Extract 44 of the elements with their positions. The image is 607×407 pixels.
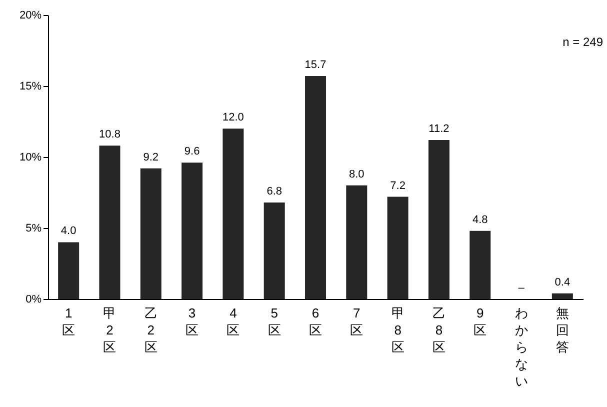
data-label: 6.8 (266, 185, 282, 198)
x-tick-label: わからない (514, 306, 528, 388)
data-label: 0.4 (554, 276, 570, 288)
bar (305, 76, 326, 299)
bar (140, 168, 162, 299)
x-tick-label: 1区 (62, 306, 76, 338)
bar (387, 196, 408, 299)
data-label: 12.0 (222, 112, 244, 124)
data-label: – (518, 282, 526, 294)
annotation: n = 249 (562, 35, 604, 49)
y-tick-label: 0% (26, 294, 42, 306)
x-tick-label: 7区 (350, 306, 364, 338)
bar (182, 162, 203, 299)
bar (222, 128, 244, 299)
data-label: 11.2 (428, 122, 450, 135)
bar (346, 185, 368, 299)
x-tick-label: 乙2区 (144, 306, 158, 354)
data-label: 10.8 (99, 128, 120, 141)
x-tick-label: 3区 (186, 306, 199, 338)
y-tick-label: 10% (19, 152, 42, 164)
data-label: 4.8 (472, 214, 488, 226)
x-tick-label: 6区 (309, 306, 322, 338)
x-tick-label: 5区 (268, 306, 281, 338)
y-tick-label: 5% (26, 222, 42, 234)
y-tick-label: 20% (19, 10, 42, 22)
bar (470, 230, 491, 299)
data-label: 4.0 (60, 225, 76, 238)
x-tick-label: 無回答 (556, 306, 569, 354)
x-tick-label: 乙8区 (432, 306, 446, 354)
bar (58, 242, 80, 299)
x-tick-label: 甲2区 (103, 306, 116, 354)
bar (99, 146, 120, 299)
bar (428, 140, 450, 299)
x-tick-label: 4区 (226, 306, 240, 338)
x-tick-label: 9区 (474, 306, 487, 338)
x-tick-label: 甲8区 (391, 306, 404, 354)
data-label: 8.0 (349, 168, 364, 180)
data-label: 9.2 (143, 151, 159, 164)
data-label: 15.7 (304, 59, 326, 72)
data-label: 9.6 (184, 146, 200, 158)
bar (552, 293, 573, 299)
bar (264, 202, 285, 299)
y-tick-label: 15% (19, 80, 42, 92)
data-label: 7.2 (390, 180, 406, 192)
